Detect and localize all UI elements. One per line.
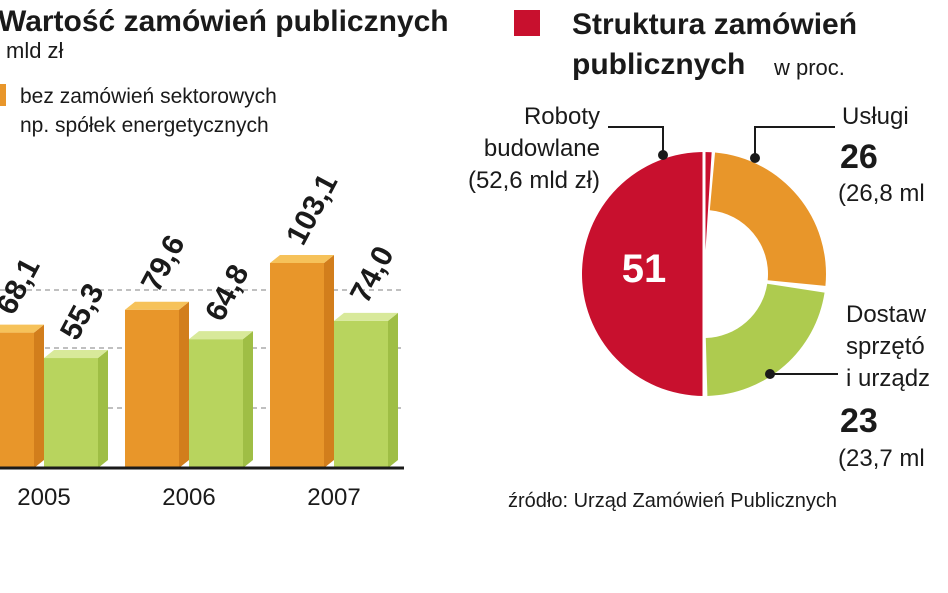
annotation-dostawy-line1: Dostaw (846, 301, 927, 328)
bar-value-label: 64,8 (199, 259, 256, 326)
annotation-dostawy-line2: sprzętó (846, 333, 925, 360)
legend-swatch-green (0, 84, 6, 106)
bar-total-top (0, 324, 44, 333)
annotation-roboty-line2: budowlane (484, 135, 600, 162)
leader-dot (765, 369, 775, 379)
bar-without-sector (334, 312, 398, 468)
donut (581, 150, 826, 398)
bar-value-label: 74,0 (344, 241, 401, 308)
bar-without-sector-front (334, 320, 388, 468)
bar-without-sector (189, 331, 253, 468)
donut-chart-panel: Struktura zamówień publicznych w proc. 5… (468, 8, 930, 512)
donut-slice-dostawy (705, 283, 825, 396)
x-tick-label: 2006 (162, 484, 215, 511)
x-tick-label: 2005 (17, 484, 70, 511)
bar-value-label: 103,1 (280, 169, 344, 251)
bar-total-front (270, 263, 324, 468)
bar-total-front (125, 309, 179, 468)
bar-total-top (125, 301, 189, 310)
bar-total-side (34, 324, 44, 468)
donut-title-line1: Struktura zamówień (572, 8, 857, 41)
bar-without-sector-side (388, 312, 398, 468)
bar-total-front (0, 332, 34, 468)
bar-without-sector-top (334, 312, 398, 321)
annotation-roboty: Roboty budowlane (52,6 mld zł) (468, 103, 668, 194)
annotation-dostawy-value: (23,7 ml (838, 445, 925, 472)
annotation-uslugi-name: Usługi (842, 103, 909, 130)
annotation-dostawy-percent: 23 (840, 402, 878, 440)
bar-total-side (324, 255, 334, 468)
x-axis-tick-labels: 2005 2006 2007 (17, 484, 360, 511)
bar-total-side (179, 301, 189, 468)
bar-chart-title: Wartość zamówień publicznych (0, 5, 449, 38)
leader-dot (658, 150, 668, 160)
bar-without-sector-side (98, 350, 108, 468)
annotation-dostawy: Dostaw sprzętó i urządz 23 (23,7 ml (765, 301, 930, 472)
donut-title-line2: publicznych (572, 48, 745, 81)
legend-note-line2: np. spółek energetycznych (20, 114, 269, 137)
bar-chart-panel: Wartość zamówień publicznych mld zł bez … (0, 5, 449, 511)
annotation-roboty-value: (52,6 mld zł) (468, 167, 600, 194)
bar-total (0, 324, 44, 468)
bar-without-sector-front (44, 358, 98, 468)
bar-total-top (270, 255, 334, 263)
donut-unit: w proc. (773, 55, 845, 80)
leader-line (754, 126, 835, 158)
bar-value-label: 55,3 (54, 278, 111, 345)
bar-without-sector-front (189, 339, 243, 468)
donut-title-marker (514, 10, 540, 36)
bar-chart-unit: mld zł (6, 38, 64, 63)
annotation-uslugi-value: (26,8 ml (838, 180, 925, 207)
legend-note-line1: bez zamówień sektorowych (20, 85, 277, 108)
bar-without-sector-top (189, 331, 253, 340)
bar-total (125, 301, 189, 468)
donut-slice-roboty (581, 151, 712, 397)
annotation-dostawy-line3: i urządz (846, 365, 930, 392)
leader-line (608, 126, 664, 152)
bar-without-sector (44, 350, 108, 468)
bar-without-sector-top (44, 350, 108, 359)
bar-value-label: 68,1 (0, 253, 47, 320)
annotation-uslugi: Usługi 26 (26,8 ml (750, 103, 925, 207)
annotation-uslugi-percent: 26 (840, 138, 878, 176)
slice-percent-label: 51 (622, 247, 667, 291)
bar-total (270, 255, 334, 468)
bar-without-sector-side (243, 331, 253, 468)
leader-dot (750, 153, 760, 163)
source-note: źródło: Urząd Zamówień Publicznych (508, 490, 837, 512)
bars (0, 255, 398, 468)
annotation-roboty-line1: Roboty (524, 103, 600, 130)
x-tick-label: 2007 (307, 484, 360, 511)
donut-slice-uslugi (709, 152, 826, 286)
bar-value-label: 79,6 (135, 230, 192, 297)
